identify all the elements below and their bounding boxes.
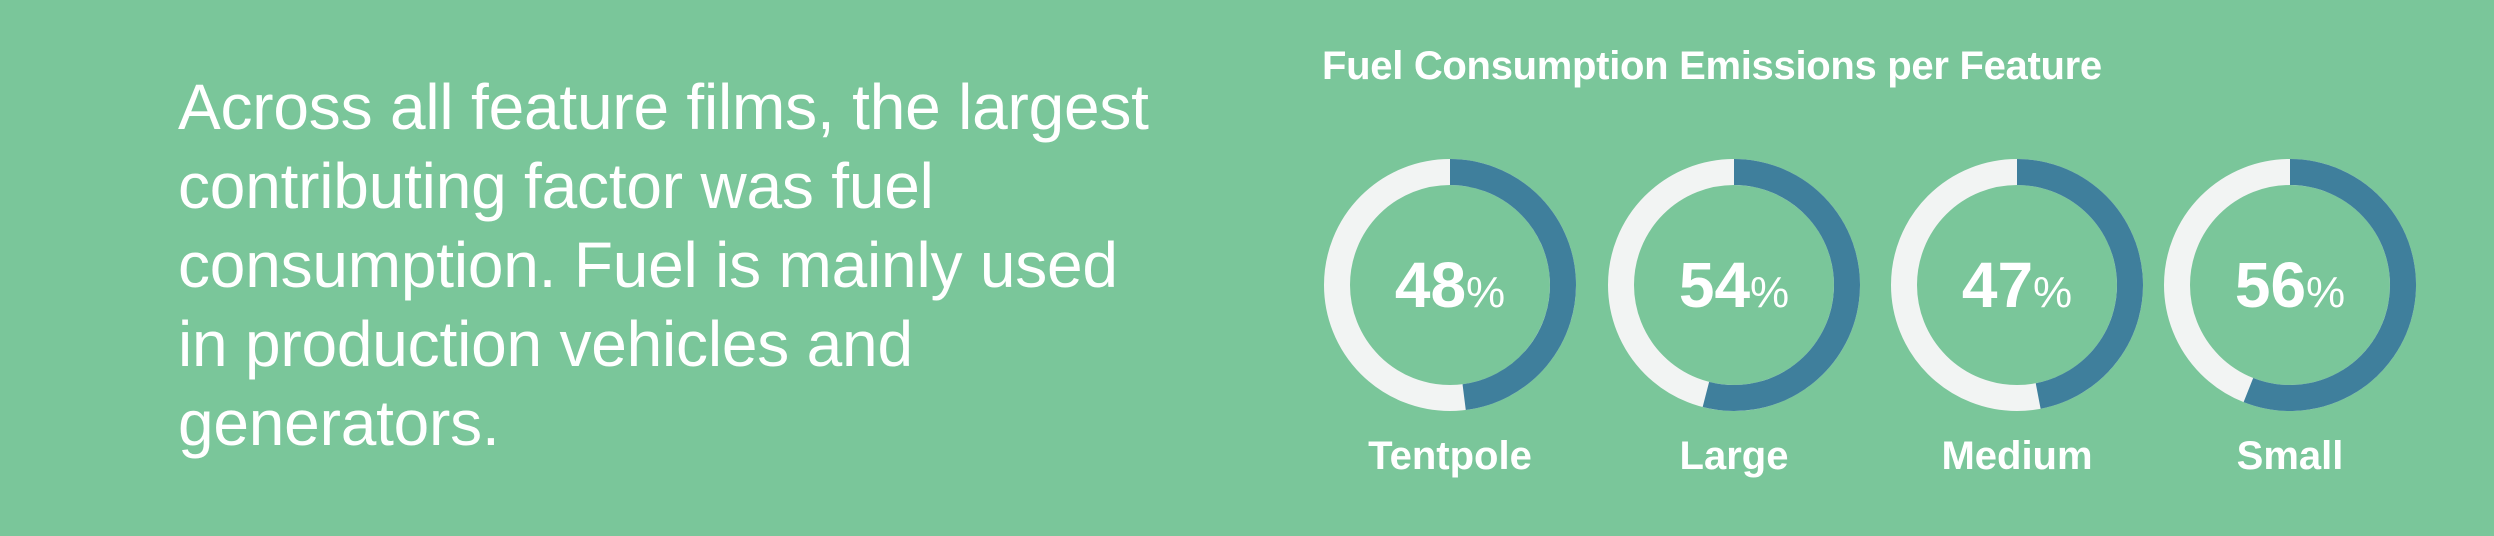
value-label: 48% <box>1395 249 1505 321</box>
donut-large: 54% Large <box>1608 159 1860 478</box>
value-unit: % <box>2306 268 2345 317</box>
donut-arc-large <box>1702 159 1860 411</box>
category-label: Tentpole <box>1368 434 1532 478</box>
donut-arc-tentpole <box>1449 159 1576 411</box>
value-number: 48 <box>1395 249 1466 321</box>
value-label: 47% <box>1962 249 2072 321</box>
value-unit: % <box>2033 268 2072 317</box>
intro-text: Across all feature films, the largest co… <box>178 71 1149 459</box>
value-unit: % <box>1750 268 1789 317</box>
value-number: 47 <box>1962 249 2033 321</box>
donut-layer: 48% Tentpole 54% Large 47% Medium 56% Small <box>1324 159 2417 478</box>
category-label: Small <box>2237 434 2344 478</box>
chart-title: Fuel Consumption Emissions per Feature <box>1322 44 2102 88</box>
value-label: 56% <box>2235 249 2345 321</box>
donut-arc-medium <box>2016 159 2143 409</box>
category-label: Medium <box>1941 434 2092 478</box>
value-label: 54% <box>1679 249 1789 321</box>
value-unit: % <box>1466 268 1505 317</box>
donut-tentpole: 48% Tentpole <box>1324 159 1576 478</box>
category-label: Large <box>1680 434 1789 478</box>
value-number: 56 <box>2235 249 2306 321</box>
donut-medium: 47% Medium <box>1891 159 2143 478</box>
donut-arc-small <box>2243 159 2417 411</box>
value-number: 54 <box>1679 249 1751 321</box>
donut-small: 56% Small <box>2164 159 2417 478</box>
